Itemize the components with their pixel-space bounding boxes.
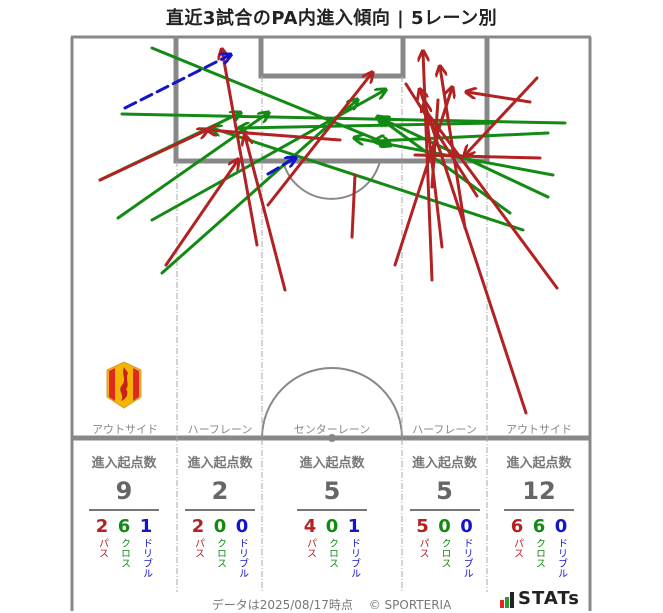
dribble-count: 0 <box>235 516 249 537</box>
pass-count: 4 <box>303 516 317 537</box>
stats-total: 5 <box>436 477 453 505</box>
dribble-label: ドリブル <box>348 538 360 578</box>
cross-count: 6 <box>532 516 546 537</box>
logo-text: STATs <box>518 588 580 609</box>
data-date: データは2025/08/17時点 <box>211 598 353 612</box>
pass-count: 6 <box>510 516 524 537</box>
lane-stats-right-outside: 進入起点数 12 6 パス 6 クロス 0 ドリブル <box>490 452 588 578</box>
bar-chart-icon <box>500 592 514 608</box>
lane-stats-left-outside: 進入起点数 9 2 パス 6 クロス 1 ドリブル <box>80 452 168 578</box>
cross-count: 6 <box>117 516 131 537</box>
stats-header: 進入起点数 <box>91 456 157 471</box>
pass-count: 5 <box>416 516 429 537</box>
pitch-lines <box>70 35 592 611</box>
stats-header: 進入起点数 <box>411 456 477 471</box>
lane-stats-right-half: 進入起点数 5 5 パス 0 クロス 0 ドリブル <box>402 452 487 578</box>
lane-stats-center: 進入起点数 5 4 パス 0 クロス 1 ドリブル <box>262 452 402 578</box>
stats-total: 12 <box>522 477 556 505</box>
cross-label: クロス <box>439 538 450 568</box>
pass-label: パス <box>96 538 108 558</box>
arrows-dribble <box>123 55 295 176</box>
dribble-label: ドリブル <box>461 538 472 578</box>
lane-label-right-half: ハーフレーン <box>412 423 477 436</box>
lane-label-left-half: ハーフレーン <box>187 423 253 436</box>
pass-label: パス <box>511 538 523 558</box>
dribble-label: ドリブル <box>140 538 152 578</box>
dribble-label: ドリブル <box>555 538 567 578</box>
stats-header: 進入起点数 <box>506 456 572 471</box>
stats-total: 9 <box>115 477 133 505</box>
pass-label: パス <box>304 538 316 558</box>
dribble-count: 1 <box>347 516 361 537</box>
cross-label: クロス <box>118 538 130 568</box>
stats-header: 進入起点数 <box>299 456 365 471</box>
cross-count: 0 <box>213 516 227 537</box>
cross-label: クロス <box>533 538 545 568</box>
pass-label: パス <box>417 538 428 558</box>
stats-header: 進入起点数 <box>187 456 253 471</box>
chart-title: 直近3試合のPA内進入傾向 | 5レーン別 <box>165 8 498 29</box>
dribble-count: 0 <box>554 516 568 537</box>
footer: データは2025/08/17時点 © SPORTERIA <box>0 596 663 613</box>
lane-label-center: センターレーン <box>293 423 371 436</box>
lane-stats-left-half: 進入起点数 2 2 パス 0 クロス 0 ドリブル <box>178 452 262 578</box>
cross-count: 0 <box>325 516 339 537</box>
stats-total: 2 <box>211 477 229 505</box>
cross-label: クロス <box>214 538 226 568</box>
pass-label: パス <box>192 538 204 558</box>
team-crest-icon <box>106 361 142 409</box>
stats-logo: STATs <box>500 590 580 608</box>
pass-count: 2 <box>191 516 205 537</box>
dribble-label: ドリブル <box>236 538 248 578</box>
arrows-pass <box>98 50 559 415</box>
pass-count: 2 <box>95 516 109 537</box>
lane-label-left-outside: アウトサイド <box>92 423 158 436</box>
cross-count: 0 <box>438 516 451 537</box>
dribble-count: 1 <box>139 516 153 537</box>
stats-total: 5 <box>323 477 341 505</box>
dribble-count: 0 <box>460 516 473 537</box>
lane-label-right-outside: アウトサイド <box>506 423 572 436</box>
cross-label: クロス <box>326 538 338 568</box>
copyright: © SPORTERIA <box>368 598 452 612</box>
